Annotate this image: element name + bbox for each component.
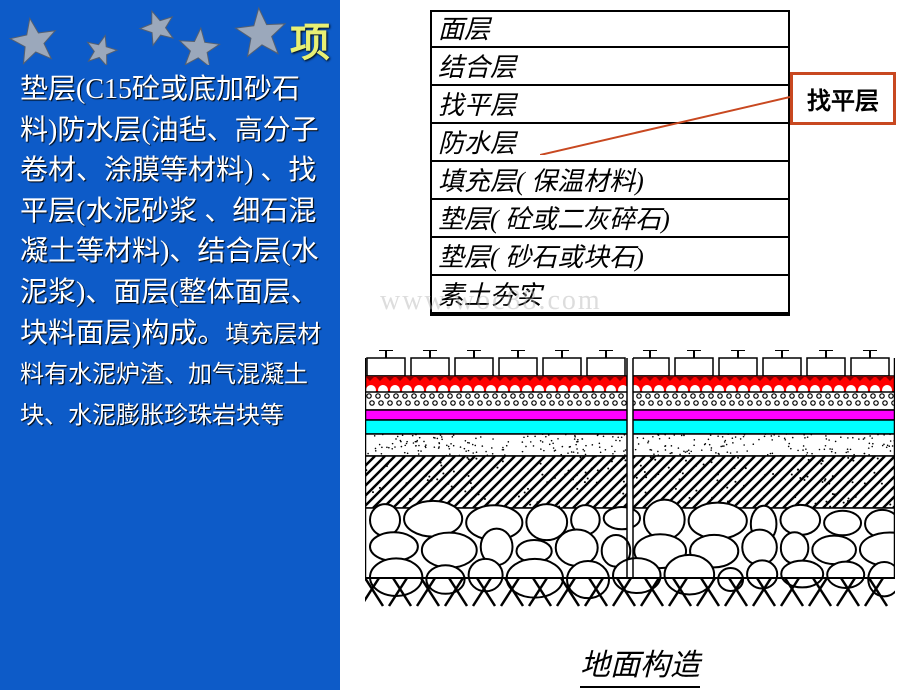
layer-label-row: 垫层( 砼或二灰碎石)	[432, 200, 788, 238]
callout-leader-line	[540, 95, 790, 155]
decorative-stars	[0, 0, 340, 65]
diagram-title: 地面构造	[580, 640, 700, 688]
body-large: 垫层(C15砼或底加砂石料)防水层(油毡、高分子卷材、涂膜等材料) 、找平层(水…	[20, 74, 319, 349]
floor-cross-section	[365, 350, 895, 660]
callout-text: 找平层	[807, 89, 879, 115]
right-panel: 面层结合层找平层防水层填充层( 保温材料)垫层( 砼或二灰碎石)垫层( 砂石或块…	[340, 0, 920, 690]
layer-label-row: 填充层( 保温材料)	[432, 162, 788, 200]
callout-box: 找平层	[790, 72, 896, 125]
layer-label-row: 结合层	[432, 48, 788, 86]
layer-label-row: 面层	[432, 10, 788, 48]
body-text: 垫层(C15砼或底加砂石料)防水层(油毡、高分子卷材、涂膜等材料) 、找平层(水…	[20, 70, 330, 435]
slide-title: 项	[290, 10, 330, 68]
layer-label-row: 垫层( 砂石或块石)	[432, 238, 788, 276]
star-header: 项	[0, 0, 340, 65]
watermark: www.woc88.com	[380, 285, 602, 317]
layer-label-table: 面层结合层找平层防水层填充层( 保温材料)垫层( 砼或二灰碎石)垫层( 砂石或块…	[430, 10, 790, 316]
left-panel: 项 垫层(C15砼或底加砂石料)防水层(油毡、高分子卷材、涂膜等材料) 、找平层…	[0, 0, 340, 690]
